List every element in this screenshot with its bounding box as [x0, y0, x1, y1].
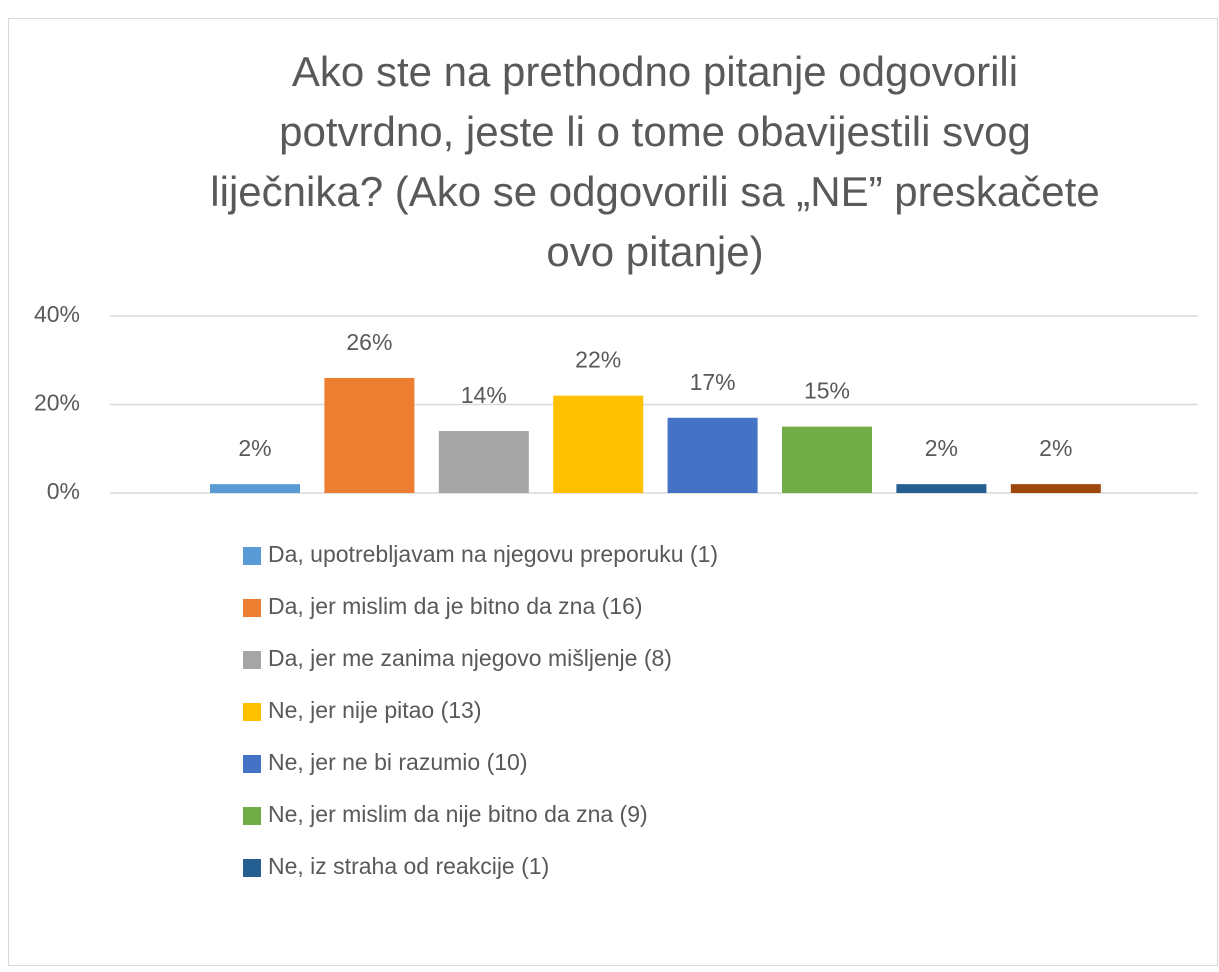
legend-label: Da, jer me zanima njegovo mišljenje (8) — [268, 645, 672, 671]
chart-title: Ako ste na prethodno pitanje odgovorili — [292, 48, 1018, 95]
data-label: 2% — [1039, 435, 1072, 461]
data-label: 22% — [575, 347, 621, 373]
bar — [324, 377, 415, 493]
bar — [667, 417, 758, 493]
data-label: 15% — [804, 378, 850, 404]
bar — [210, 484, 300, 493]
y-tick-label: 40% — [34, 301, 80, 327]
data-label: 2% — [925, 435, 958, 461]
chart-title: ovo pitanje) — [546, 228, 763, 275]
data-label: 2% — [238, 435, 271, 461]
chart-title: potvrdno, jeste li o tome obavijestili s… — [279, 108, 1031, 155]
legend-label: Ne, jer ne bi razumio (10) — [268, 749, 528, 775]
legend-label: Ne, jer nije pitao (13) — [268, 697, 482, 723]
bar — [438, 431, 529, 493]
y-tick-label: 20% — [34, 390, 80, 416]
bar — [896, 484, 987, 493]
chart-title: liječnika? (Ako se odgovorili sa „NE” pr… — [210, 168, 1099, 215]
legend-swatch — [243, 651, 261, 669]
legend-label: Da, upotrebljavam na njegovu preporuku (… — [268, 541, 718, 567]
legend-swatch — [243, 755, 261, 773]
legend-swatch — [243, 703, 261, 721]
y-tick-label: 0% — [47, 478, 80, 504]
bar — [553, 395, 644, 493]
legend-swatch — [243, 859, 261, 877]
data-label: 14% — [461, 382, 507, 408]
legend-swatch — [243, 807, 261, 825]
legend-label: Da, jer mislim da je bitno da zna (16) — [268, 593, 643, 619]
legend-label: Ne, iz straha od reakcije (1) — [268, 853, 549, 879]
legend-swatch — [243, 599, 261, 617]
legend-label: Ne, jer mislim da nije bitno da zna (9) — [268, 801, 648, 827]
bar — [1010, 484, 1101, 493]
data-label: 26% — [346, 329, 392, 355]
legend-swatch — [243, 547, 261, 565]
bar — [782, 426, 872, 493]
data-label: 17% — [690, 369, 736, 395]
